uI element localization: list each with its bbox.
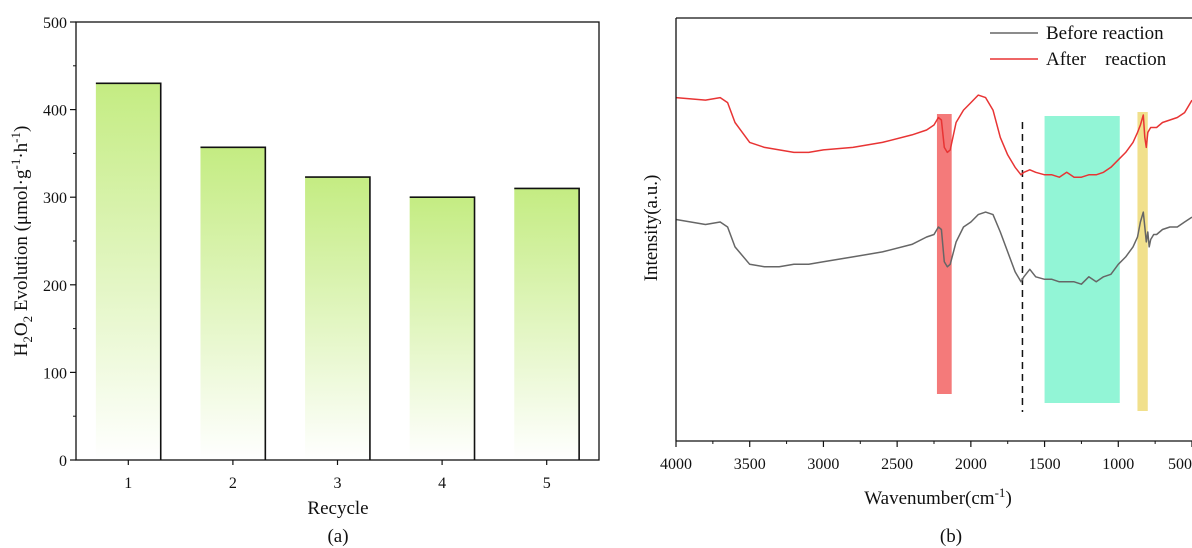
x-axis-label: Recycle — [307, 498, 368, 519]
bar — [305, 177, 370, 460]
y-tick-label: 100 — [43, 365, 67, 382]
panel-label-a: (a) — [327, 526, 348, 547]
x-tick-label: 5 — [543, 475, 551, 492]
bar-outline — [305, 176, 371, 460]
y-axis-ticks: 0 100 200 300 400 500 — [43, 15, 76, 470]
y-axis-label-b: Intensity(a.u.) — [641, 175, 662, 282]
bar — [514, 188, 580, 460]
bar-outline — [409, 196, 476, 460]
x-tick-label: 3000 — [807, 456, 839, 473]
x-tick-label: 1000 — [1102, 456, 1134, 473]
y-tick-label: 500 — [43, 15, 67, 32]
x-tick-label: 2000 — [955, 456, 987, 473]
spectrum-line — [676, 94, 1192, 178]
x-tick-label: 1 — [124, 475, 132, 492]
y-tick-label: 400 — [43, 103, 67, 120]
panel-label-b: (b) — [940, 526, 962, 547]
bar-chart-panel: 0 100 200 300 400 500 1 2 3 4 5 Recycle H2O2 Evol… — [8, 15, 600, 547]
x-tick-label: 2500 — [881, 456, 913, 473]
spectrum-line — [676, 211, 1192, 285]
x-tick-label: 2 — [229, 475, 237, 492]
bar — [200, 147, 266, 460]
bar-outline — [95, 82, 162, 460]
x-tick-label: 3500 — [734, 456, 766, 473]
highlight-bands — [936, 112, 1148, 411]
spectrum-series — [676, 94, 1192, 285]
legend-label: Before reaction — [1046, 23, 1164, 44]
x-tick-label: 3 — [334, 475, 342, 492]
ftir-chart-panel: 4000 3500 3000 2500 2000 1500 1000 500 Before r… — [641, 17, 1192, 547]
y-axis-label: H2O2 Evolution (μmol·g-1·h-1) — [8, 126, 35, 357]
y-tick-label: 0 — [59, 453, 67, 470]
bar-outline — [514, 187, 580, 460]
x-axis-label-b: Wavenumber(cm-1) — [864, 485, 1012, 509]
y-tick-label: 300 — [43, 190, 67, 207]
x-tick-label: 4 — [438, 475, 446, 492]
y-tick-label: 200 — [43, 278, 67, 295]
x-tick-label: 1500 — [1029, 456, 1061, 473]
bar-series — [95, 82, 580, 460]
bar-outline — [200, 146, 267, 460]
bar — [409, 197, 475, 460]
legend: Before reaction After reaction — [990, 23, 1167, 70]
highlight-band — [1044, 116, 1120, 403]
x-axis-ticks-b: 4000 3500 3000 2500 2000 1500 1000 500 — [660, 441, 1192, 473]
x-tick-label: 500 — [1168, 456, 1192, 473]
x-tick-label: 4000 — [660, 456, 692, 473]
bar — [95, 83, 161, 460]
legend-label: After reaction — [1046, 49, 1167, 70]
highlight-band — [1137, 112, 1148, 411]
x-axis-ticks: 1 2 3 4 5 — [124, 460, 551, 492]
